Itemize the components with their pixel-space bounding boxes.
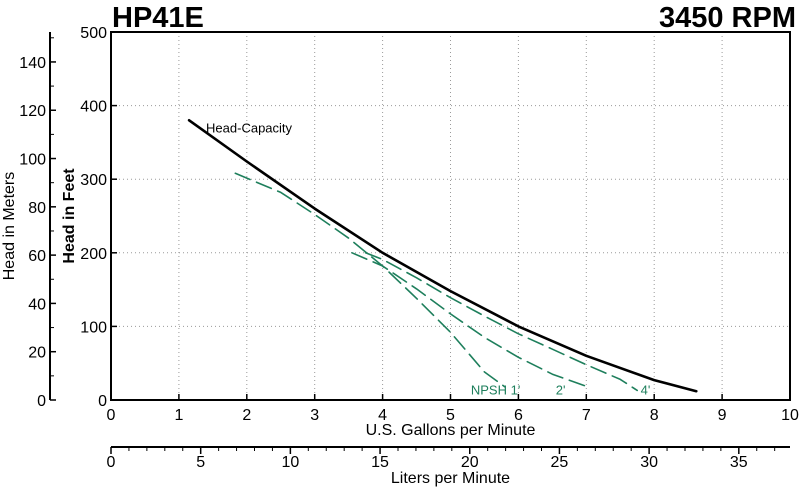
x-tick-label: 5 xyxy=(446,407,455,424)
secondary-x-tick-label: 5 xyxy=(196,454,205,471)
x-tick-label: 8 xyxy=(650,407,659,424)
series-line-2 xyxy=(351,252,591,389)
y-tick-label: 300 xyxy=(80,172,107,189)
secondary-y-tick-label: 120 xyxy=(19,103,46,120)
y-tick-label: 400 xyxy=(80,99,107,116)
annotation-label: NPSH 1' xyxy=(471,383,520,398)
x-tick-label: 4 xyxy=(378,407,387,424)
secondary-y-tick-label: 60 xyxy=(28,248,46,265)
secondary-x-tick-label: 20 xyxy=(461,454,479,471)
chart-title-model: HP41E xyxy=(112,2,204,34)
x-tick-label: 9 xyxy=(718,407,727,424)
annotation-label: 4' xyxy=(641,383,651,398)
secondary-x-tick-label: 25 xyxy=(551,454,569,471)
secondary-x-tick-label: 0 xyxy=(107,454,116,471)
annotation-label: 2' xyxy=(556,383,566,398)
secondary-x-axis-label: Liters per Minute xyxy=(391,470,510,487)
secondary-y-tick-label: 100 xyxy=(19,152,46,169)
series-line-1 xyxy=(234,172,506,388)
x-tick-label: 6 xyxy=(514,407,523,424)
secondary-x-tick-label: 35 xyxy=(730,454,748,471)
x-tick-label: 0 xyxy=(107,407,116,424)
secondary-y-tick-label: 40 xyxy=(28,296,46,313)
y-tick-label: 0 xyxy=(98,393,107,410)
secondary-y-tick-label: 0 xyxy=(37,393,46,410)
secondary-x-tick-label: 15 xyxy=(371,454,389,471)
series-line-3 xyxy=(364,252,639,392)
x-tick-label: 7 xyxy=(582,407,591,424)
y-tick-label: 100 xyxy=(80,319,107,336)
x-tick-label: 3 xyxy=(310,407,319,424)
secondary-y-tick-label: 20 xyxy=(28,345,46,362)
x-tick-label: 1 xyxy=(174,407,183,424)
x-axis-label: U.S. Gallons per Minute xyxy=(366,422,536,439)
y-tick-label: 500 xyxy=(80,25,107,42)
y-tick-label: 200 xyxy=(80,246,107,263)
secondary-y-tick-label: 80 xyxy=(28,200,46,217)
y-axis-label: Head in Feet xyxy=(61,168,78,264)
secondary-y-axis-label: Head in Meters xyxy=(1,172,18,281)
x-tick-label: 10 xyxy=(781,407,799,424)
secondary-y-tick-label: 140 xyxy=(19,55,46,72)
annotation-layer: Head-Capacity NPSH 1' 2' 4' xyxy=(206,121,650,398)
grid-lines xyxy=(111,32,790,400)
secondary-x-tick-label: 30 xyxy=(640,454,658,471)
series-line-0 xyxy=(187,119,698,393)
chart-title-rpm: 3450 RPM xyxy=(658,2,796,34)
secondary-x-tick-label: 10 xyxy=(281,454,299,471)
x-tick-label: 2 xyxy=(242,407,251,424)
annotation-label: Head-Capacity xyxy=(206,121,292,136)
axes: 0 1 2 3 4 5 6 7 8 9 100100200300400500020406080100… xyxy=(19,25,799,471)
series-layer xyxy=(187,119,698,393)
